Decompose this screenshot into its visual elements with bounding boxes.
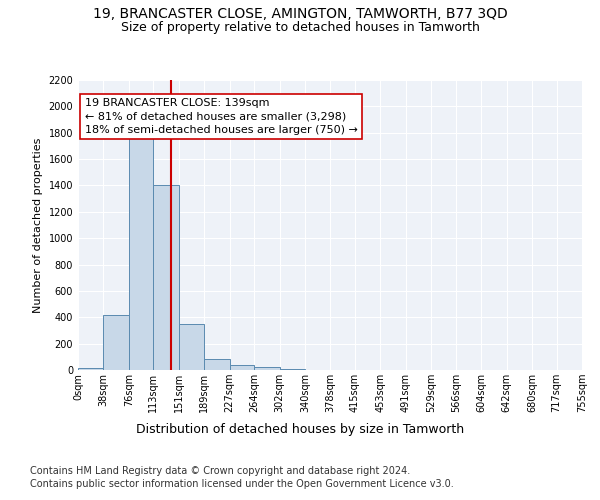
Text: Contains public sector information licensed under the Open Government Licence v3: Contains public sector information licen…	[30, 479, 454, 489]
Bar	[154, 186, 179, 370]
Bar	[230, 366, 254, 370]
Bar	[254, 368, 280, 370]
Bar	[103, 314, 129, 370]
Bar	[204, 360, 230, 370]
Bar	[78, 368, 103, 370]
Text: Size of property relative to detached houses in Tamworth: Size of property relative to detached ho…	[121, 21, 479, 34]
Text: 19 BRANCASTER CLOSE: 139sqm
← 81% of detached houses are smaller (3,298)
18% of : 19 BRANCASTER CLOSE: 139sqm ← 81% of det…	[85, 98, 358, 135]
Bar	[129, 132, 154, 370]
Y-axis label: Number of detached properties: Number of detached properties	[33, 138, 43, 312]
Text: 19, BRANCASTER CLOSE, AMINGTON, TAMWORTH, B77 3QD: 19, BRANCASTER CLOSE, AMINGTON, TAMWORTH…	[92, 8, 508, 22]
Bar	[179, 324, 204, 370]
Text: Distribution of detached houses by size in Tamworth: Distribution of detached houses by size …	[136, 422, 464, 436]
Text: Contains HM Land Registry data © Crown copyright and database right 2024.: Contains HM Land Registry data © Crown c…	[30, 466, 410, 476]
